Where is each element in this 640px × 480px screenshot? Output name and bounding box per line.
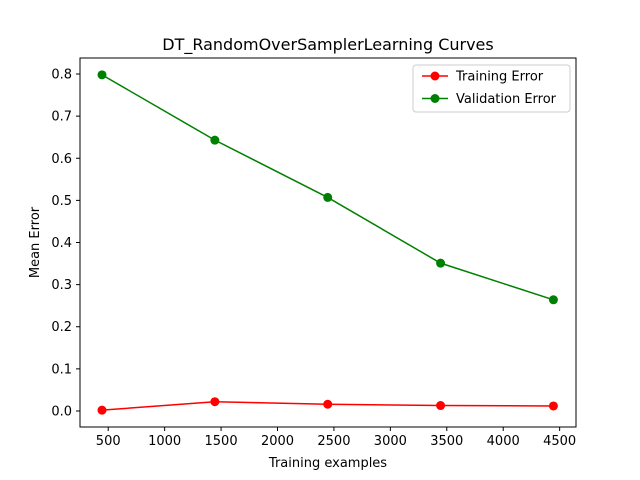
y-tick-label: 0.7	[51, 110, 72, 125]
y-tick-label: 0.1	[51, 362, 72, 377]
x-tick-label: 3000	[374, 434, 407, 449]
data-point	[436, 401, 446, 411]
chart-title: DT_RandomOverSamplerLearning Curves	[162, 35, 493, 55]
y-tick-label: 0.5	[51, 194, 72, 209]
data-point	[210, 397, 220, 407]
data-point	[210, 135, 220, 145]
y-tick-label: 0.3	[51, 278, 72, 293]
plot-frame	[79, 57, 577, 428]
x-tick-label: 4000	[487, 434, 520, 449]
legend: Training Error Validation Error	[412, 64, 571, 113]
x-tick-label: 3500	[430, 434, 463, 449]
data-point	[97, 405, 107, 415]
data-point	[548, 401, 558, 411]
y-tick-label: 0.0	[51, 404, 72, 419]
plot-series	[97, 70, 558, 415]
data-point	[323, 399, 333, 409]
x-tick-label: 2000	[261, 434, 294, 449]
data-point	[436, 258, 446, 268]
legend-box	[412, 64, 571, 113]
y-tick-label: 0.6	[51, 152, 72, 167]
legend-label: Training Error	[455, 70, 544, 85]
legend-label: Validation Error	[456, 92, 557, 107]
data-point	[323, 192, 333, 202]
x-axis-title: Training examples	[268, 456, 387, 471]
legend-swatch-marker	[430, 71, 440, 81]
y-axis-title: Mean Error	[28, 206, 43, 278]
data-point	[97, 70, 107, 80]
x-tick-label: 500	[96, 434, 121, 449]
y-tick-label: 0.2	[51, 320, 72, 335]
y-tick-label: 0.8	[51, 68, 72, 83]
x-tick-label: 2500	[317, 434, 350, 449]
axis-ticks: 500 1000 1500 2000 2500 3000 3500 4000 4500 0.0 0.…	[51, 68, 576, 449]
x-tick-label: 1500	[205, 434, 238, 449]
y-tick-label: 0.4	[51, 236, 72, 251]
x-tick-label: 4500	[543, 434, 576, 449]
x-tick-label: 1000	[148, 434, 181, 449]
legend-swatch-marker	[430, 94, 440, 103]
data-point	[548, 295, 558, 305]
